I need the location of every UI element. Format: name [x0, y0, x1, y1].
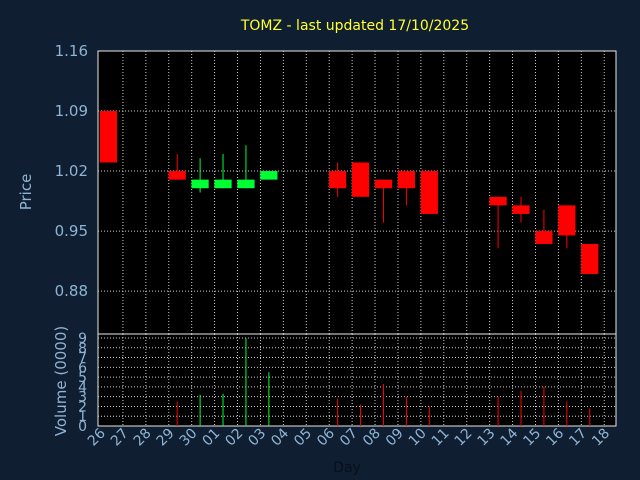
candle-body [351, 162, 370, 197]
volume-axis-label: Volume (0000) [52, 326, 70, 436]
candle-body [214, 179, 232, 189]
chart-title: TOMZ - last updated 17/10/2025 [240, 18, 469, 34]
price-tick-label: 1.16 [55, 42, 88, 60]
volume-tick-label: 1 [78, 409, 87, 425]
price-tick-label: 1.02 [55, 162, 88, 180]
price-axis-label: Price [17, 174, 35, 211]
candle-body [535, 231, 553, 244]
candles [99, 111, 599, 274]
volume-tick-label: 8 [78, 341, 87, 357]
candle-body [237, 179, 255, 189]
candle-body [581, 243, 599, 274]
x-tick-labels: 26 27 28 29 30 01 02 03 04 05 06 07 08 09 10 11 12 13 14 15… [85, 425, 613, 449]
candle-body [329, 171, 347, 189]
candle-body [99, 111, 118, 163]
volume-tick-label: 2 [78, 399, 87, 415]
price-tick-label: 0.88 [55, 282, 88, 300]
volume-tick-label: 9 [78, 331, 87, 347]
price-tick-label: 0.95 [55, 222, 88, 240]
volume-tick-label: 3 [78, 390, 87, 406]
volume-panel [97, 333, 617, 427]
volume-tick-label: 4 [78, 380, 87, 396]
candle-body [512, 205, 530, 214]
volume-tick-label: 7 [78, 351, 87, 367]
candle-body [397, 171, 415, 189]
price-tick-labels: 1.16 1.09 1.02 0.95 0.88 [55, 42, 88, 300]
volume-tick-label: 0 [78, 419, 87, 435]
candle-body [374, 179, 393, 189]
candle-body [191, 179, 209, 189]
x-axis-label: Day [333, 460, 361, 476]
volume-bars [176, 338, 591, 426]
candle-body [168, 171, 186, 180]
candle-body [489, 196, 507, 206]
volume-tick-label: 5 [78, 370, 87, 386]
volume-tick-label: 6 [78, 360, 87, 376]
candle-body [558, 205, 576, 236]
candle-body [260, 171, 278, 180]
volume-grid [98, 334, 616, 426]
candle-body [420, 171, 438, 214]
price-tick-label: 1.09 [55, 102, 88, 120]
